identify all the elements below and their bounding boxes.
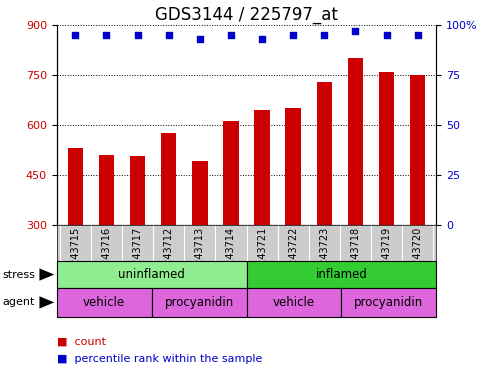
- Bar: [99, 155, 114, 225]
- Point: [103, 32, 110, 38]
- Bar: [57, 261, 246, 288]
- Bar: [410, 75, 425, 225]
- Bar: [223, 121, 239, 225]
- Bar: [152, 288, 246, 317]
- Bar: [246, 261, 436, 288]
- Polygon shape: [39, 296, 54, 309]
- Text: GSM243712: GSM243712: [164, 227, 174, 286]
- Text: vehicle: vehicle: [83, 296, 125, 309]
- Bar: [379, 71, 394, 225]
- Bar: [192, 161, 208, 225]
- Bar: [285, 108, 301, 225]
- Text: GSM243713: GSM243713: [195, 227, 205, 286]
- Text: GSM243721: GSM243721: [257, 227, 267, 286]
- Point: [134, 32, 141, 38]
- Title: GDS3144 / 225797_at: GDS3144 / 225797_at: [155, 6, 338, 24]
- Text: GSM243719: GSM243719: [382, 227, 391, 286]
- Text: ■  percentile rank within the sample: ■ percentile rank within the sample: [57, 354, 262, 364]
- Bar: [57, 288, 152, 317]
- Text: GSM243714: GSM243714: [226, 227, 236, 286]
- Point: [165, 32, 173, 38]
- Text: uninflamed: uninflamed: [118, 268, 185, 281]
- Text: GSM243718: GSM243718: [351, 227, 360, 286]
- Point: [352, 28, 359, 34]
- Text: GSM243716: GSM243716: [102, 227, 111, 286]
- Bar: [254, 110, 270, 225]
- Text: GSM243723: GSM243723: [319, 227, 329, 286]
- Text: GSM243715: GSM243715: [70, 227, 80, 286]
- Point: [196, 36, 204, 42]
- Point: [320, 32, 328, 38]
- Text: procyanidin: procyanidin: [354, 296, 423, 309]
- Bar: [161, 133, 176, 225]
- Text: agent: agent: [2, 297, 35, 308]
- Text: inflamed: inflamed: [316, 268, 367, 281]
- Bar: [68, 148, 83, 225]
- Text: ■  count: ■ count: [57, 337, 106, 347]
- Point: [227, 32, 235, 38]
- Text: stress: stress: [2, 270, 35, 280]
- Bar: [246, 288, 341, 317]
- Bar: [317, 81, 332, 225]
- Polygon shape: [39, 268, 54, 281]
- Point: [383, 32, 390, 38]
- Point: [289, 32, 297, 38]
- Bar: [348, 58, 363, 225]
- Text: vehicle: vehicle: [273, 296, 315, 309]
- Bar: [130, 156, 145, 225]
- Text: GSM243722: GSM243722: [288, 227, 298, 286]
- Text: procyanidin: procyanidin: [165, 296, 234, 309]
- Point: [414, 32, 422, 38]
- Point: [71, 32, 79, 38]
- Bar: [341, 288, 436, 317]
- Point: [258, 36, 266, 42]
- Text: GSM243717: GSM243717: [133, 227, 142, 286]
- Text: GSM243720: GSM243720: [413, 227, 423, 286]
